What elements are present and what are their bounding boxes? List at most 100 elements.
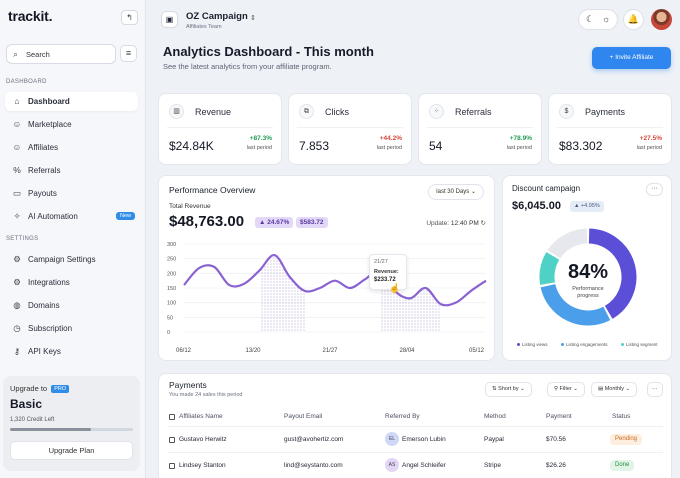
payment-method: Paypal	[484, 436, 504, 443]
home-icon: ⌂	[14, 96, 20, 106]
cursor-icon: ☝	[389, 283, 401, 293]
stat-change: +87.3%	[249, 135, 272, 142]
sidebar-item-dashboard[interactable]: ⌂ Dashboard	[5, 92, 138, 111]
wallet-icon: ▭	[12, 188, 22, 198]
column-header[interactable]: Method	[484, 413, 506, 420]
affiliate-name: Gustavo Herwitz	[179, 436, 227, 443]
credit-progress-fill	[10, 428, 92, 431]
stat-label: Referrals	[455, 107, 492, 117]
divider	[557, 127, 663, 128]
credit-progress-bar	[10, 428, 133, 431]
donut-label: Performance progress	[572, 286, 604, 299]
filter-button[interactable]: ⚲ Filter ⌄	[547, 382, 585, 397]
avatar[interactable]	[651, 9, 672, 30]
discount-title: Discount campaign	[512, 184, 581, 193]
donut-segment	[547, 228, 588, 259]
sidebar-item-label: API Keys	[28, 347, 61, 356]
legend-item: Listing segment	[621, 342, 658, 347]
more-menu-icon[interactable]: ···	[647, 382, 663, 397]
x-tick-label: 21/27	[322, 348, 338, 354]
credit-left: 1,320 Credit Left	[10, 417, 55, 423]
sidebar-item-payouts[interactable]: ▭ Payouts	[5, 184, 138, 203]
chart-icon: ▥	[169, 104, 184, 119]
campaign-name[interactable]: OZ Campaign	[186, 11, 248, 22]
payments-subtitle: You made 24 sales this period	[169, 392, 243, 398]
app-logo[interactable]: trackit.	[8, 8, 53, 24]
divider	[297, 127, 403, 128]
upgrade-card: Upgrade to PRO Basic 1,320 Credit Left U…	[3, 376, 140, 471]
sidebar-item-integrations[interactable]: ⚙ Integrations	[5, 273, 138, 292]
sidebar: trackit. ↰ ⌕ Search ≡ DASHBOARD ⌂ Dashbo…	[0, 0, 146, 478]
sidebar-item-subscription[interactable]: ◷ Subscription	[5, 319, 138, 338]
payments-card: Payments You made 24 sales this period ⇅…	[158, 373, 672, 478]
y-tick-label: 300	[167, 242, 176, 248]
stat-label: Clicks	[325, 107, 349, 117]
more-menu-icon[interactable]: ···	[646, 183, 663, 196]
update-time-value: 12:40 PM	[450, 220, 479, 227]
stat-period: last period	[246, 145, 272, 151]
sidebar-item-label: Dashboard	[28, 97, 70, 106]
bell-icon[interactable]: 🔔	[623, 9, 644, 30]
sidebar-item-marketplace[interactable]: ☺ Marketplace	[5, 115, 138, 134]
update-time: Update: 12:40 PM ↻	[426, 219, 486, 227]
highlight-area	[380, 270, 441, 332]
sidebar-item-label: Payouts	[28, 189, 57, 198]
column-header[interactable]: Referred By	[385, 413, 420, 420]
select-all-checkbox[interactable]	[169, 414, 175, 420]
sidebar-item-campaign-settings[interactable]: ⚙ Campaign Settings	[5, 250, 138, 269]
payment-method: Stripe	[484, 462, 501, 469]
chevron-updown-icon[interactable]: ⇕	[250, 15, 256, 22]
divider	[167, 426, 663, 427]
gear-icon: ⚙	[13, 254, 21, 264]
referrer-avatar: EL	[385, 432, 399, 446]
sidebar-item-ai-automation[interactable]: ✧ AI Automation New	[5, 207, 138, 226]
monthly-select[interactable]: ▤ Monthly ⌄	[591, 382, 638, 397]
column-header[interactable]: Affiliates Name	[179, 413, 223, 420]
performance-title: Performance Overview	[169, 185, 256, 195]
column-header[interactable]: Payout Email	[284, 413, 323, 420]
theme-toggle[interactable]: ☾ ☼	[578, 9, 618, 30]
sidebar-item-label: AI Automation	[28, 212, 78, 221]
donut-segment	[539, 252, 560, 285]
upgrade-label: Upgrade to	[10, 384, 48, 393]
globe-icon: ◍	[13, 300, 21, 310]
sidebar-item-label: Affiliates	[28, 143, 59, 152]
new-badge: New	[115, 212, 135, 220]
divider	[167, 452, 663, 453]
payout-email: lind@seystanto.com	[284, 462, 343, 469]
x-tick-label: 05/12	[469, 348, 485, 354]
column-header[interactable]: Payment	[546, 413, 572, 420]
sidebar-item-domains[interactable]: ◍ Domains	[5, 296, 138, 315]
sidebar-item-referrals[interactable]: % Referrals	[5, 161, 138, 180]
current-plan: Basic	[10, 397, 43, 411]
divider	[427, 127, 533, 128]
refresh-icon[interactable]: ↻	[480, 220, 486, 227]
row-checkbox[interactable]	[169, 463, 175, 469]
divider	[167, 127, 273, 128]
date-range-select[interactable]: last 30 Days ⌄	[428, 184, 484, 200]
stat-value: $24.84K	[169, 139, 214, 153]
highlight-area	[259, 255, 305, 332]
gear-icon: ⚙	[13, 277, 21, 287]
filter-icon[interactable]: ≡	[120, 45, 137, 62]
search-input[interactable]: ⌕ Search	[6, 44, 116, 64]
legend-label: Listing views	[522, 342, 548, 347]
column-header[interactable]: Status	[612, 413, 631, 420]
sparkle-icon: ✧	[13, 211, 21, 221]
collapse-sidebar-button[interactable]: ↰	[121, 10, 138, 25]
upgrade-plan-button[interactable]: Upgrade Plan	[10, 441, 133, 460]
campaign-icon: ▣	[161, 11, 178, 28]
stat-card-referrals: ⁘ Referrals 54 +78.9% last period	[418, 93, 542, 165]
discount-change-badge: ▲ +4.95%	[570, 201, 604, 212]
sidebar-item-api-keys[interactable]: ⚷ API Keys	[5, 342, 138, 361]
sidebar-item-affiliates[interactable]: ☺ Affiliates	[5, 138, 138, 157]
referrer-name: Emerson Lubin	[402, 436, 446, 443]
row-checkbox[interactable]	[169, 437, 175, 443]
status-badge: Done	[610, 460, 635, 471]
stat-label: Revenue	[195, 107, 232, 117]
stat-change: +78.9%	[509, 135, 532, 142]
invite-affiliate-button[interactable]: + Invite Affiliate	[592, 47, 671, 69]
tooltip-date: 21/27	[374, 259, 388, 265]
stat-card-payments: $ Payments $83.302 +27.5% last period	[548, 93, 672, 165]
sort-by-button[interactable]: ⇅ Short by ⌄	[485, 382, 532, 397]
